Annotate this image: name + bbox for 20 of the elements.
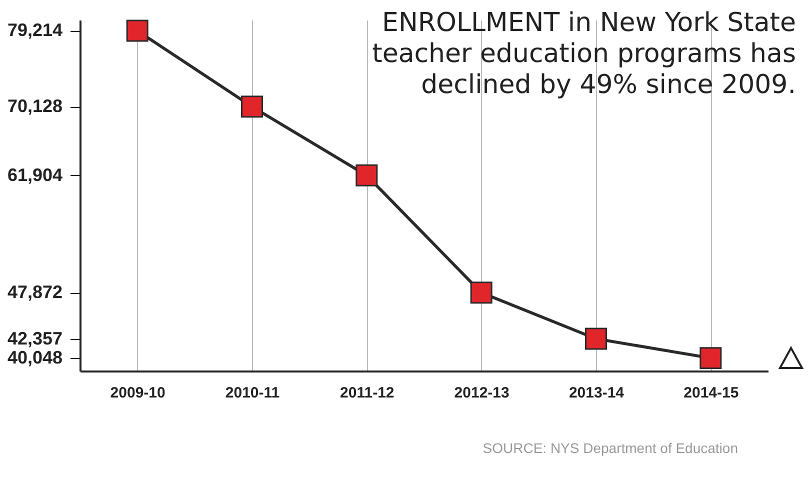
point bbox=[126, 20, 148, 42]
source-note: SOURCE: NYS Department of Education bbox=[482, 440, 738, 456]
x-tick-label: 2013-14 bbox=[568, 384, 625, 402]
point bbox=[700, 347, 722, 370]
y-tick-label: 61,904 bbox=[7, 164, 62, 185]
x-tick-label: 2011-12 bbox=[340, 384, 394, 402]
x-tick-label: 2014-15 bbox=[684, 384, 739, 402]
x-tick-label: 2010-11 bbox=[225, 384, 280, 402]
x-tick-label: 2012-13 bbox=[454, 384, 510, 402]
point bbox=[241, 96, 263, 118]
x-tick-label: 2009-10 bbox=[110, 384, 166, 402]
y-tick-label: 47,872 bbox=[7, 282, 62, 302]
text: ENROLLMENT in New York State teacher education programs has declined by 49% since 2009. bbox=[371, 8, 796, 101]
point bbox=[356, 164, 378, 186]
y-tick-label: 42,357 bbox=[7, 328, 62, 348]
y-tick-label: 79,214 bbox=[7, 20, 62, 40]
y-tick-label: 70,128 bbox=[7, 96, 62, 116]
point bbox=[585, 328, 607, 350]
point bbox=[470, 282, 492, 304]
y-tick-label: 40,048 bbox=[7, 348, 62, 368]
